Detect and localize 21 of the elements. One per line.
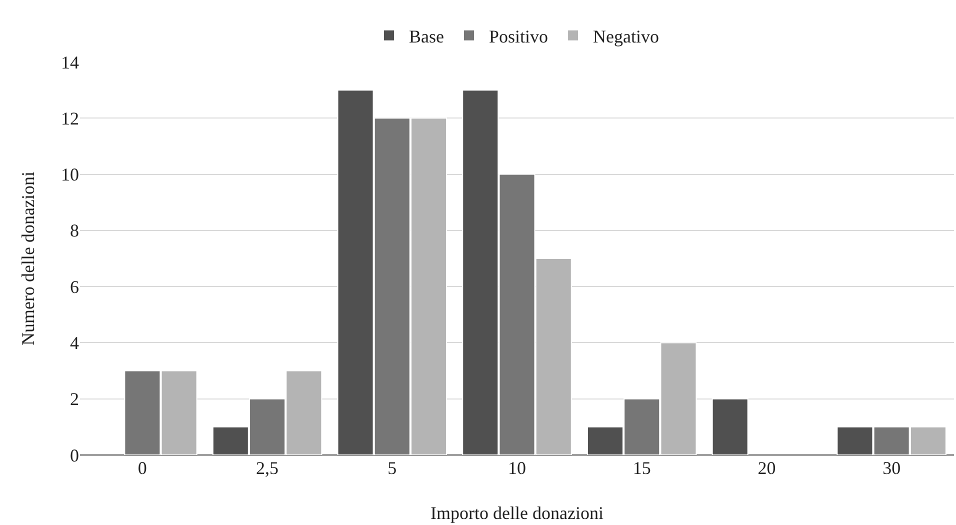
y-tick-label: 2 <box>70 389 79 410</box>
bar <box>712 398 748 455</box>
y-tick-label: 12 <box>61 108 79 128</box>
y-tick-label: 10 <box>61 164 79 185</box>
y-axis-title: Numero delle donazioni <box>18 172 38 346</box>
legend-label: Negativo <box>593 26 660 46</box>
y-tick-label: 6 <box>70 276 79 297</box>
y-tick-label: 4 <box>70 333 79 354</box>
x-tick-label: 10 <box>508 458 526 478</box>
y-tick-label: 0 <box>70 445 79 466</box>
x-tick-label: 5 <box>388 458 397 478</box>
y-tick-label: 14 <box>61 52 79 72</box>
x-axis-title: Importo delle donazioni <box>430 503 604 523</box>
x-tick-label: 0 <box>138 458 147 478</box>
x-tick-label: 30 <box>882 458 901 478</box>
y-tick-label: 8 <box>70 220 79 241</box>
legend-label: Positivo <box>489 26 548 46</box>
legend-label: Base <box>409 26 444 46</box>
x-tick-label: 20 <box>758 458 776 478</box>
x-tick-label: 2,5 <box>256 458 279 478</box>
x-tick-label: 15 <box>632 458 651 478</box>
